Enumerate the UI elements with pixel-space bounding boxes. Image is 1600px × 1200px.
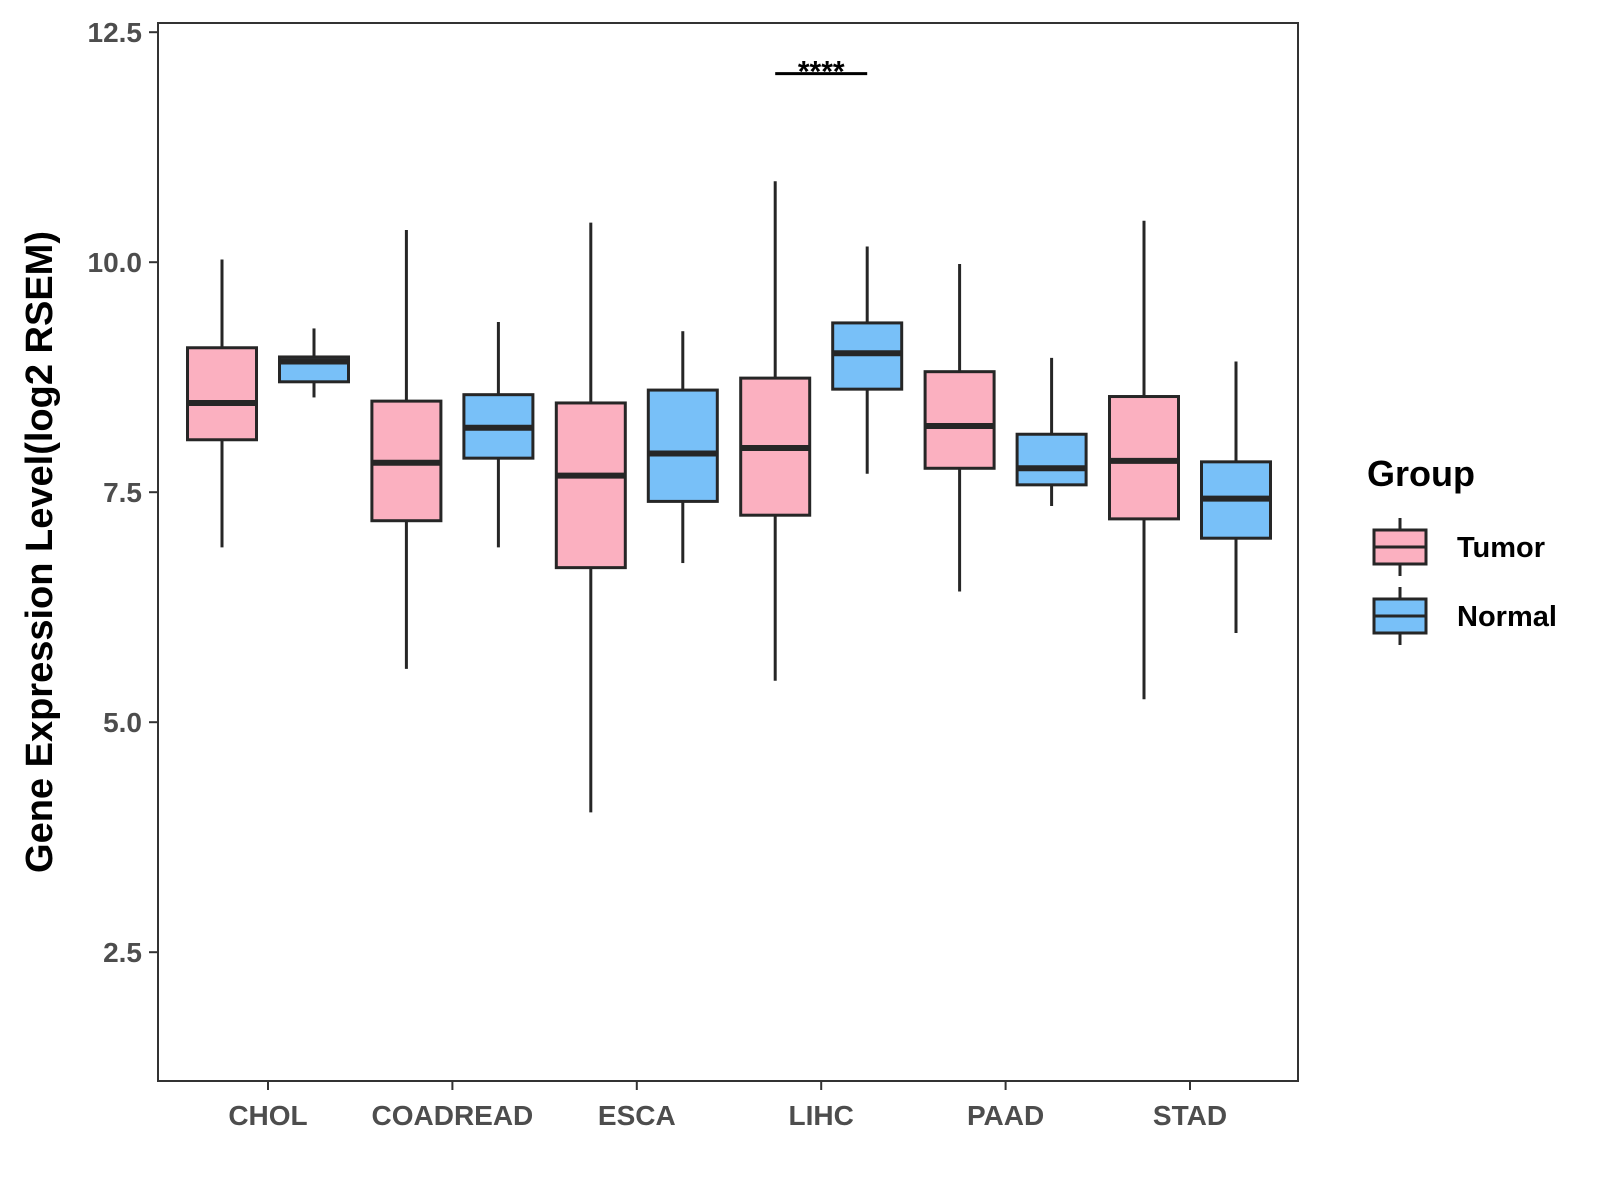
legend-label: Normal (1457, 601, 1557, 633)
box-tumor-stad (1108, 220, 1180, 700)
x-tick-label: STAD (1153, 1100, 1227, 1131)
box-normal-esca (646, 331, 719, 564)
legend-title: Group (1367, 453, 1475, 494)
box-normal-lihc (831, 246, 904, 474)
box-iqr (646, 388, 719, 503)
x-tick-label: CHOL (228, 1100, 307, 1131)
x-axis: CHOL COADREAD ESCA LIHC PAAD STAD (228, 1081, 1227, 1131)
box-tumor-chol (186, 259, 258, 548)
box-iqr (554, 401, 627, 570)
y-axis: 2.5 5.0 7.5 10.0 12.5 (88, 17, 158, 968)
box-iqr (186, 346, 258, 442)
box-iqr (1015, 432, 1088, 487)
box-normal-stad (1200, 361, 1272, 633)
legend: Group Tumor Normal (1367, 453, 1557, 645)
legend-label: Tumor (1457, 532, 1545, 564)
box-tumor-paad (923, 264, 996, 592)
box-tumor-esca (554, 222, 627, 813)
legend-item-tumor: Tumor (1372, 518, 1545, 576)
x-tick-label: LIHC (789, 1100, 854, 1131)
box-tumor-lihc (739, 181, 812, 681)
boxes (186, 181, 1272, 813)
x-tick-label: PAAD (967, 1100, 1044, 1131)
significance-label: **** (798, 56, 845, 89)
y-tick-label: 12.5 (88, 17, 143, 48)
y-tick-label: 5.0 (103, 707, 142, 738)
box-iqr (923, 370, 996, 470)
y-tick-label: 2.5 (103, 937, 142, 968)
box-normal-paad (1015, 357, 1088, 506)
significance-annotations: **** (775, 56, 868, 89)
x-tick-label: COADREAD (372, 1100, 534, 1131)
box-iqr (1108, 395, 1180, 521)
x-tick-label: ESCA (598, 1100, 676, 1131)
y-tick-label: 7.5 (103, 477, 142, 508)
box-normal-coadread (462, 322, 535, 548)
y-axis-title: Gene Expression Level(log2 RSEM) (19, 231, 61, 873)
y-tick-label: 10.0 (88, 247, 143, 278)
plot-panel (157, 22, 1299, 1082)
box-normal-chol (278, 328, 350, 398)
legend-item-normal: Normal (1372, 587, 1557, 645)
box-tumor-coadread (370, 230, 443, 669)
